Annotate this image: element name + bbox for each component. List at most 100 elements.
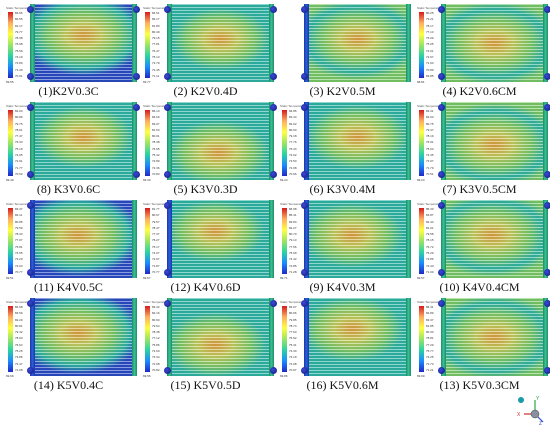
inlet-port-icon (164, 269, 171, 276)
colorbar-tick-label: 75.81 (15, 244, 23, 249)
panel-caption: (9) K4V0.3M (309, 280, 376, 294)
simulation-panel: Static Temperature 85.30 83.87 82.44 81.01 79… (411, 196, 550, 303)
colorbar-labels: 85.30 83.87 82.44 81.01 79.58 78.15 76.72 75.29… (426, 208, 438, 274)
inlet-port-icon (438, 171, 445, 178)
inlet-port-icon (27, 171, 34, 178)
colorbar-tick-label: 81.85 (426, 323, 434, 328)
inlet-port-icon (27, 202, 34, 209)
radiator-fins (167, 102, 274, 180)
colorbar-tick-label: 82.16 (152, 311, 160, 316)
colorbar-tick-label: 77.07 (15, 238, 23, 243)
radiator-tank-left (304, 298, 309, 376)
inlet-port-icon (27, 300, 34, 307)
radiator-contour (441, 102, 548, 180)
colorbar-min-label: 69.67 (143, 276, 151, 280)
colorbar-tick-label: 77.56 (289, 244, 297, 249)
colorbar-min-label: 68.81 (417, 80, 425, 84)
colorbar-tick-label: 73.86 (426, 257, 434, 262)
radiator-contour (304, 298, 411, 376)
colorbar-tick-label: 74.30 (289, 349, 297, 354)
legend-title: Static Temperature (280, 104, 306, 108)
colorbar-tick-label: 70.66 (289, 171, 297, 176)
colorbar-tick-label: 73.07 (426, 159, 434, 164)
colorbar (282, 208, 287, 274)
colorbar-tick-label: 72.97 (426, 55, 434, 60)
radiator-tank-right (132, 4, 137, 82)
colorbar-tick-label: 75.05 (426, 42, 434, 47)
legend-title: Static Temperature (280, 202, 306, 206)
colorbar-tick-label: 80.33 (426, 330, 434, 335)
colorbar-tick-label: 77.81 (152, 42, 160, 47)
legend-title: Static Temperature (143, 6, 169, 10)
radiator-tank-left (441, 102, 446, 180)
colorbar-tick-label: 72.08 (152, 361, 160, 366)
colorbar-labels: 83.96 82.56 81.17 79.77 78.38 76.98 75.59 74.19… (15, 12, 27, 78)
colorbar-min-label: 69.77 (143, 80, 151, 84)
inlet-port-icon (133, 104, 140, 111)
inlet-port-icon (133, 171, 140, 178)
radiator-fins (30, 298, 137, 376)
colorbar-min-label: 69.51 (6, 276, 14, 280)
colorbar-tick-label: 86.13 (152, 109, 160, 113)
simulation-panel: Static Temperature 83.37 82.11 80.85 79.59 78… (0, 196, 137, 303)
colorbar-tick-label: 79.21 (426, 17, 434, 22)
legend-title: Static Temperature (417, 202, 443, 206)
colorbar-tick-label: 79.47 (426, 127, 434, 132)
legend-title: Static Temperature (280, 300, 306, 304)
colorbar-tick-label: 80.67 (152, 213, 160, 218)
colorbar-labels: 86.41 84.89 83.37 81.85 80.33 78.81 77.29 75.77… (426, 306, 438, 372)
simulation-panel: Static Temperature 81.77 80.67 79.57 78.47 77… (137, 196, 274, 303)
colorbar-tick-label: 78.74 (289, 323, 297, 328)
colorbar-tick-label: 77.12 (152, 336, 160, 341)
colorbar-tick-label: 71.21 (426, 367, 434, 372)
colorbar-tick-label: 76.98 (15, 42, 23, 47)
legend-title: Static Temperature (6, 104, 32, 108)
light-source-icon (518, 397, 524, 403)
radiator-contour (30, 200, 137, 278)
colorbar-min-label: 69.23 (417, 178, 425, 182)
simulation-panel: Static Temperature 84.98 83.59 82.20 80.81 79… (0, 294, 137, 401)
colorbar-labels: 83.37 82.11 80.85 79.59 78.33 77.07 75.81 74.55… (15, 208, 27, 274)
colorbar-tick-label: 70.77 (15, 269, 23, 274)
inlet-port-icon (27, 6, 34, 13)
colorbar-min-label: 69.71 (280, 276, 288, 280)
colorbar-tick-label: 75.19 (15, 146, 23, 151)
radiator-fins (30, 102, 137, 180)
colorbar-tick-label: 76.33 (15, 140, 23, 145)
colorbar-tick-label: 79.42 (15, 330, 23, 335)
radiator-tank-right (406, 298, 411, 376)
colorbar-tick-label: 72.43 (426, 263, 434, 268)
radiator-contour (167, 200, 274, 278)
colorbar-tick-label: 85.30 (426, 207, 434, 211)
simulation-panel: Static Temperature 83.42 82.16 80.90 79.64 78… (137, 294, 277, 401)
colorbar-tick-label: 71.77 (15, 165, 23, 170)
colorbar-min-label: 69.86 (280, 374, 288, 378)
colorbar-tick-label: 72.45 (152, 67, 160, 72)
colorbar-tick-label: 84.51 (152, 11, 160, 15)
panel-caption: (2) K2V0.4D (173, 84, 238, 98)
colorbar-tick-label: 77.63 (289, 330, 297, 335)
simulation-panel: (3) K2V0.5M (274, 0, 411, 107)
colorbar-tick-label: 75.86 (152, 342, 160, 347)
colorbar-tick-label: 73.19 (289, 355, 297, 360)
inlet-port-icon (301, 367, 308, 374)
colorbar-tick-label: 82.02 (289, 121, 297, 126)
colorbar-tick-label: 83.17 (152, 17, 160, 22)
colorbar-tick-label: 78.03 (15, 336, 23, 341)
colorbar-min-label: 69.69 (6, 374, 14, 378)
colorbar-tick-label: 76.95 (152, 146, 160, 151)
inlet-port-icon (164, 367, 171, 374)
colorbar-tick-label: 72.91 (15, 159, 23, 164)
inlet-port-icon (133, 73, 140, 80)
colorbar-labels: 83.42 82.16 80.90 79.64 78.38 77.12 75.86 74.60… (152, 306, 164, 372)
inlet-port-icon (544, 269, 550, 276)
colorbar-tick-label: 86.98 (289, 207, 297, 211)
colorbar (282, 110, 287, 176)
colorbar-tick-label: 77.13 (426, 29, 434, 34)
inlet-port-icon (27, 73, 34, 80)
radiator-tank-right (132, 102, 137, 180)
colorbar-labels: 80.25 79.21 78.17 77.13 76.09 75.05 74.01 72.97… (426, 12, 438, 78)
colorbar-tick-label: 83.42 (152, 305, 160, 309)
colorbar-tick-label: 73.86 (15, 355, 23, 360)
colorbar-min-label: 69.56 (143, 374, 151, 378)
